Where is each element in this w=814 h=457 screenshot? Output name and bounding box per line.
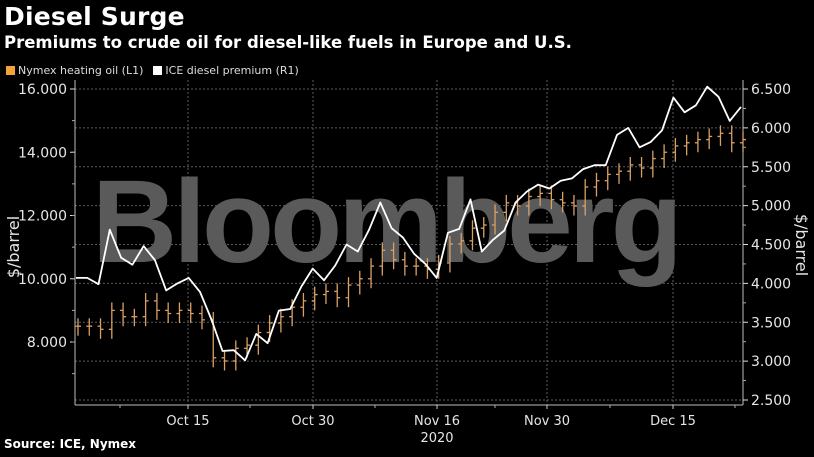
chart-title: Diesel Surge [4,2,185,31]
svg-text:6.000: 6.000 [751,121,791,137]
legend-swatch-orange-icon [6,66,15,75]
legend-label: Nymex heating oil (L1) [18,64,144,77]
svg-text:Nov 16: Nov 16 [414,414,460,429]
svg-text:5.500: 5.500 [751,160,791,176]
svg-text:Nov 30: Nov 30 [524,414,570,429]
svg-text:10.000: 10.000 [18,272,67,288]
source-note: Source: ICE, Nymex [4,437,137,451]
svg-text:2020: 2020 [420,431,453,446]
legend-item-diesel-premium[interactable]: ICE diesel premium (R1) [153,64,299,77]
chart-subtitle: Premiums to crude oil for diesel-like fu… [4,33,572,52]
axis-labels: 16.000 14.000 12.000 10.000 8.000 6.500 6.000 5… [4,82,811,446]
svg-text:Dec 15: Dec 15 [650,414,696,429]
svg-text:4.000: 4.000 [751,276,791,292]
svg-text:4.500: 4.500 [751,238,791,254]
legend-item-heating-oil[interactable]: Nymex heating oil (L1) [6,64,143,77]
grid-lines [75,80,743,405]
svg-text:Oct 15: Oct 15 [166,414,209,429]
svg-text:16.000: 16.000 [18,82,67,98]
diesel-premium-line [76,85,742,362]
svg-text:2.500: 2.500 [751,393,791,409]
svg-text:3.000: 3.000 [751,354,791,370]
svg-text:6.500: 6.500 [751,82,791,98]
svg-text:8.000: 8.000 [27,335,67,351]
svg-text:Oct 30: Oct 30 [291,414,334,429]
legend-swatch-white-icon [153,66,163,75]
svg-text:3.500: 3.500 [751,315,791,331]
svg-text:5.000: 5.000 [751,199,791,215]
axes [70,80,748,409]
watermark: Bloomberg [92,156,679,288]
svg-text:$/barrel: $/barrel [792,214,811,276]
svg-text:$/barrel: $/barrel [4,216,23,278]
legend: Nymex heating oil (L1) ICE diesel premiu… [6,64,299,77]
legend-label: ICE diesel premium (R1) [165,64,299,77]
svg-text:14.000: 14.000 [18,145,67,161]
svg-text:12.000: 12.000 [18,209,67,225]
